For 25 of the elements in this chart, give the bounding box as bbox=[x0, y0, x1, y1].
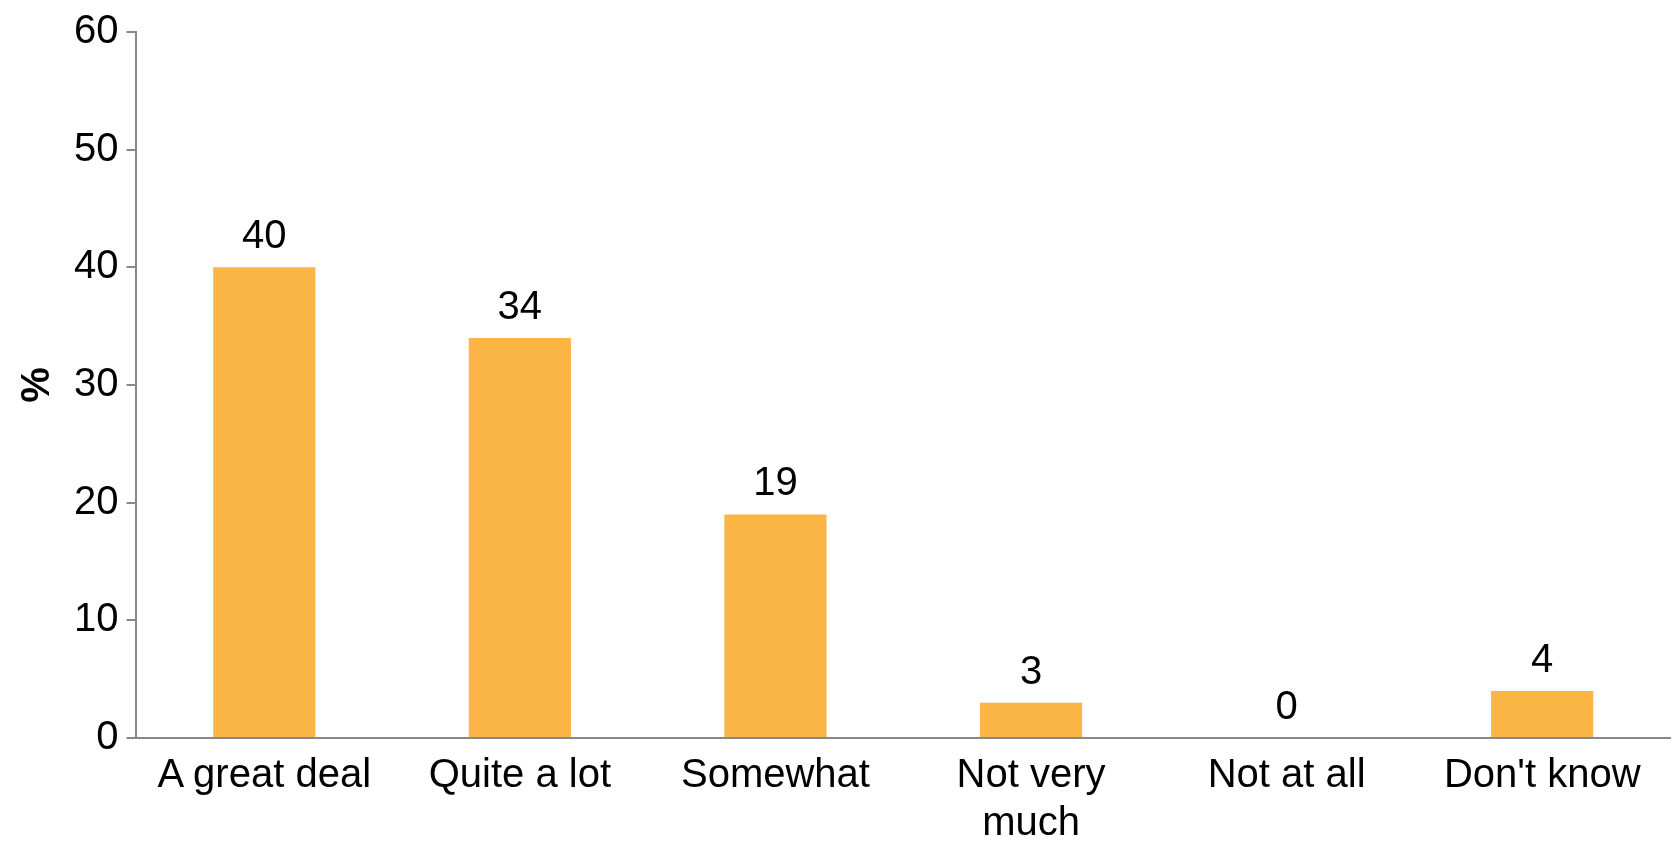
x-tick-label: Not very much bbox=[956, 751, 1106, 844]
bar bbox=[1491, 690, 1594, 737]
y-tick-label: 50 bbox=[73, 124, 119, 169]
y-tick-label: 40 bbox=[73, 242, 119, 287]
data-label: 0 bbox=[1275, 683, 1298, 728]
data-label: 34 bbox=[497, 282, 543, 327]
x-tick-label: Quite a lot bbox=[428, 751, 612, 796]
bar bbox=[724, 514, 827, 737]
x-tick-label: Don't know bbox=[1443, 751, 1641, 796]
y-tick-label: 20 bbox=[73, 477, 119, 522]
y-tick-label: 60 bbox=[73, 7, 119, 52]
data-label: 3 bbox=[1019, 647, 1043, 692]
y-axis-title: % bbox=[13, 367, 58, 403]
bar bbox=[468, 337, 571, 737]
data-label: 19 bbox=[753, 459, 798, 504]
y-tick-label: 0 bbox=[96, 713, 119, 758]
y-tick-label: 30 bbox=[73, 360, 119, 405]
y-tick-label: 10 bbox=[73, 595, 119, 640]
bar bbox=[979, 702, 1083, 737]
data-label: 40 bbox=[242, 212, 287, 257]
bar bbox=[213, 267, 316, 737]
data-label: 4 bbox=[1531, 635, 1554, 680]
x-tick-label: Not at all bbox=[1207, 751, 1366, 796]
x-tick-label: A great deal bbox=[157, 751, 372, 796]
x-tick-label: Somewhat bbox=[680, 751, 870, 796]
